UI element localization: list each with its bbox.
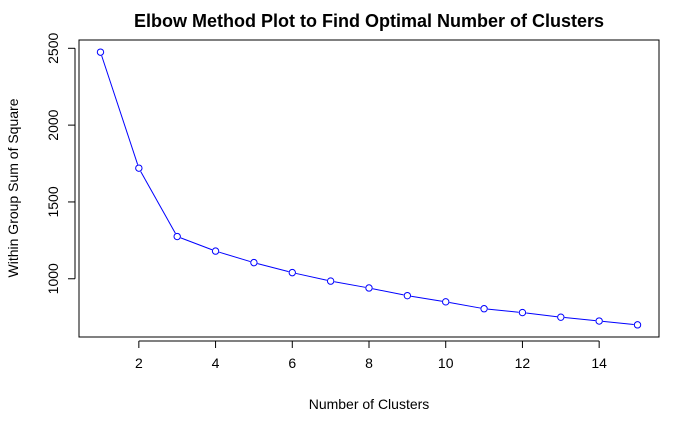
x-tick-label: 8 xyxy=(365,355,373,371)
series-segment xyxy=(257,263,289,273)
data-point xyxy=(403,291,412,300)
data-point xyxy=(250,258,258,267)
series-segment xyxy=(372,288,404,296)
series-segment xyxy=(101,55,139,165)
x-tick-label: 10 xyxy=(438,355,454,371)
data-point xyxy=(135,164,143,172)
series-segment xyxy=(219,251,251,263)
y-tick-label: 1500 xyxy=(45,186,61,217)
y-axis: 1000 1500 2000 2500 xyxy=(45,33,76,294)
series-layer xyxy=(96,48,642,329)
series-segment xyxy=(180,237,213,251)
chart-title: Elbow Method Plot to Find Optimal Number… xyxy=(134,11,604,31)
data-point xyxy=(365,284,373,292)
data-point xyxy=(595,317,603,325)
series-segment xyxy=(564,317,596,322)
data-point xyxy=(633,321,642,329)
data-point xyxy=(173,232,181,241)
data-point xyxy=(557,313,565,321)
y-tick-label: 2500 xyxy=(45,33,61,64)
x-axis: 2 4 6 8 10 12 14 xyxy=(135,340,607,371)
series-segment xyxy=(295,272,328,281)
x-tick-label: 4 xyxy=(212,355,220,371)
y-tick-label: 1000 xyxy=(45,263,61,294)
x-tick-label: 2 xyxy=(135,355,143,371)
x-tick-label: 12 xyxy=(515,355,531,371)
data-point xyxy=(480,305,488,313)
series-segment xyxy=(526,312,558,318)
series-segment xyxy=(334,281,366,288)
y-axis-label: Within Group Sum of Square xyxy=(5,98,21,277)
data-point xyxy=(326,277,335,285)
series-segment xyxy=(487,308,519,313)
plot-frame xyxy=(78,39,660,338)
x-tick-label: 6 xyxy=(288,355,296,371)
series-segment xyxy=(602,320,634,325)
series-segment xyxy=(140,171,176,234)
data-point xyxy=(96,48,105,56)
data-point xyxy=(518,308,527,317)
data-point xyxy=(442,298,450,306)
series-segment xyxy=(411,295,443,302)
data-point xyxy=(288,268,296,277)
data-point xyxy=(211,247,220,255)
x-tick-label: 14 xyxy=(591,355,607,371)
x-axis-label: Number of Clusters xyxy=(309,396,430,412)
series-segment xyxy=(449,301,481,309)
y-tick-label: 2000 xyxy=(45,109,61,140)
